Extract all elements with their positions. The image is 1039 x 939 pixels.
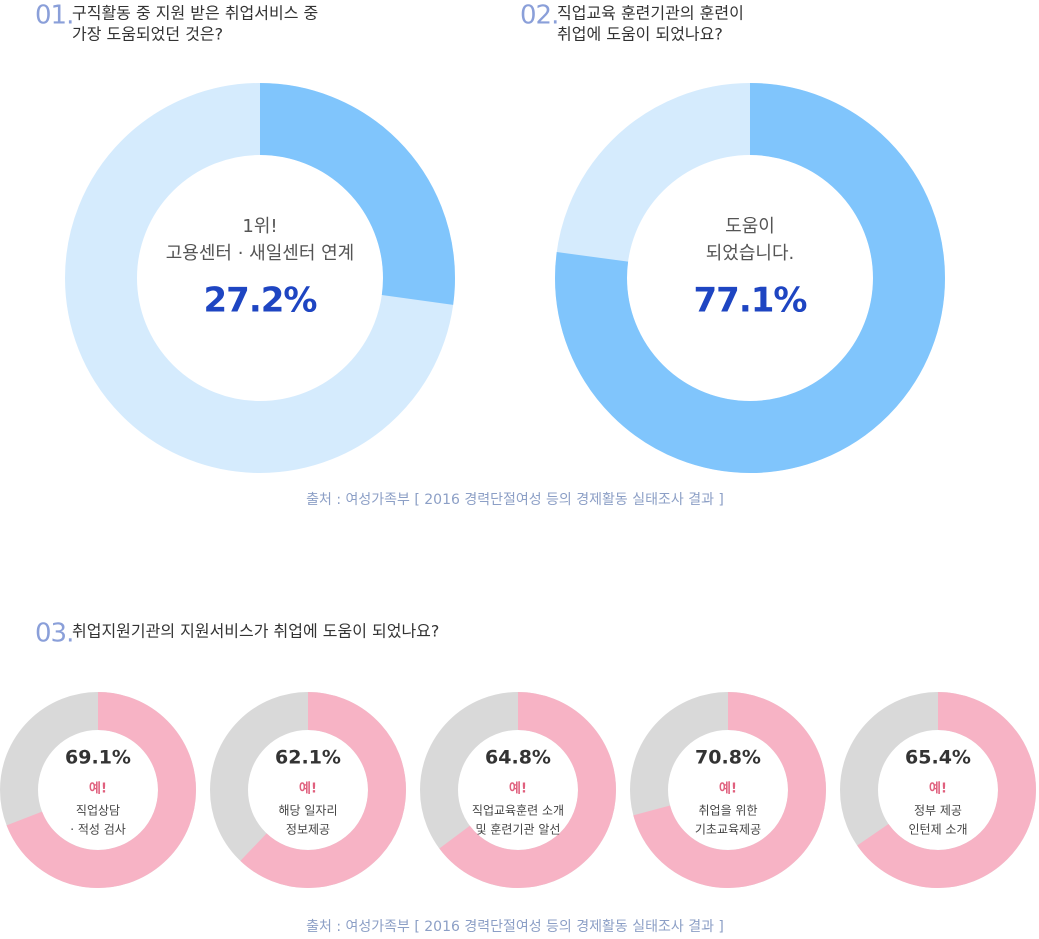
donut-value: 70.8% xyxy=(695,747,761,769)
category-label: 인턴제 소개 xyxy=(908,823,967,837)
badge: 예! xyxy=(299,781,317,797)
badge: 예! xyxy=(89,781,107,797)
donut-segment xyxy=(630,692,826,888)
badge: 예! xyxy=(509,781,527,797)
donut-value: 65.4% xyxy=(905,747,971,769)
center-label: 고용센터 · 새일센터 연계 xyxy=(166,243,355,264)
section-title: 취업지원기관의 지원서비스가 취업에 도움이 되었나요? xyxy=(72,622,439,641)
donut-segment xyxy=(555,83,945,473)
section-number: 02. xyxy=(520,1,558,31)
section-number: 01. xyxy=(35,1,73,31)
category-label: 기초교육제공 xyxy=(695,823,761,837)
section-number: 03. xyxy=(35,619,73,649)
section-title: 취업에 도움이 되었나요? xyxy=(557,25,723,44)
donut-value: 69.1% xyxy=(65,747,131,769)
source-note: 출처 : 여성가족부 [ 2016 경력단절여성 등의 경제활동 실태조사 결과… xyxy=(306,492,724,508)
donut-value: 62.1% xyxy=(275,747,341,769)
donut-segment xyxy=(420,692,616,888)
category-label: 정부 제공 xyxy=(914,804,962,818)
category-label: 직업상담 xyxy=(76,804,120,818)
section-title: 가장 도움되었던 것은? xyxy=(72,25,223,44)
center-label: 1위! xyxy=(242,216,277,237)
center-value: 27.2% xyxy=(204,281,317,321)
category-label: 취업을 위한 xyxy=(698,804,757,818)
category-label: 및 훈련기관 알선 xyxy=(476,823,561,837)
category-label: 직업교육훈련 소개 xyxy=(472,804,564,818)
source-note: 출처 : 여성가족부 [ 2016 경력단절여성 등의 경제활동 실태조사 결과… xyxy=(306,919,724,935)
section-title: 직업교육 훈련기관의 훈련이 xyxy=(557,4,744,23)
donut-value: 64.8% xyxy=(485,747,551,769)
center-label: 도움이 xyxy=(725,216,775,237)
category-label: 해당 일자리 xyxy=(278,804,337,818)
section-title: 구직활동 중 지원 받은 취업서비스 중 xyxy=(72,4,318,23)
category-label: · 적성 검사 xyxy=(70,823,126,837)
donut-segment xyxy=(65,83,455,473)
donut-segment xyxy=(0,692,196,888)
donut-segment xyxy=(210,692,406,888)
badge: 예! xyxy=(929,781,947,797)
badge: 예! xyxy=(719,781,737,797)
donut-segment xyxy=(840,692,1036,888)
center-value: 77.1% xyxy=(694,281,807,321)
category-label: 정보제공 xyxy=(286,823,330,837)
center-label: 되었습니다. xyxy=(706,243,795,264)
